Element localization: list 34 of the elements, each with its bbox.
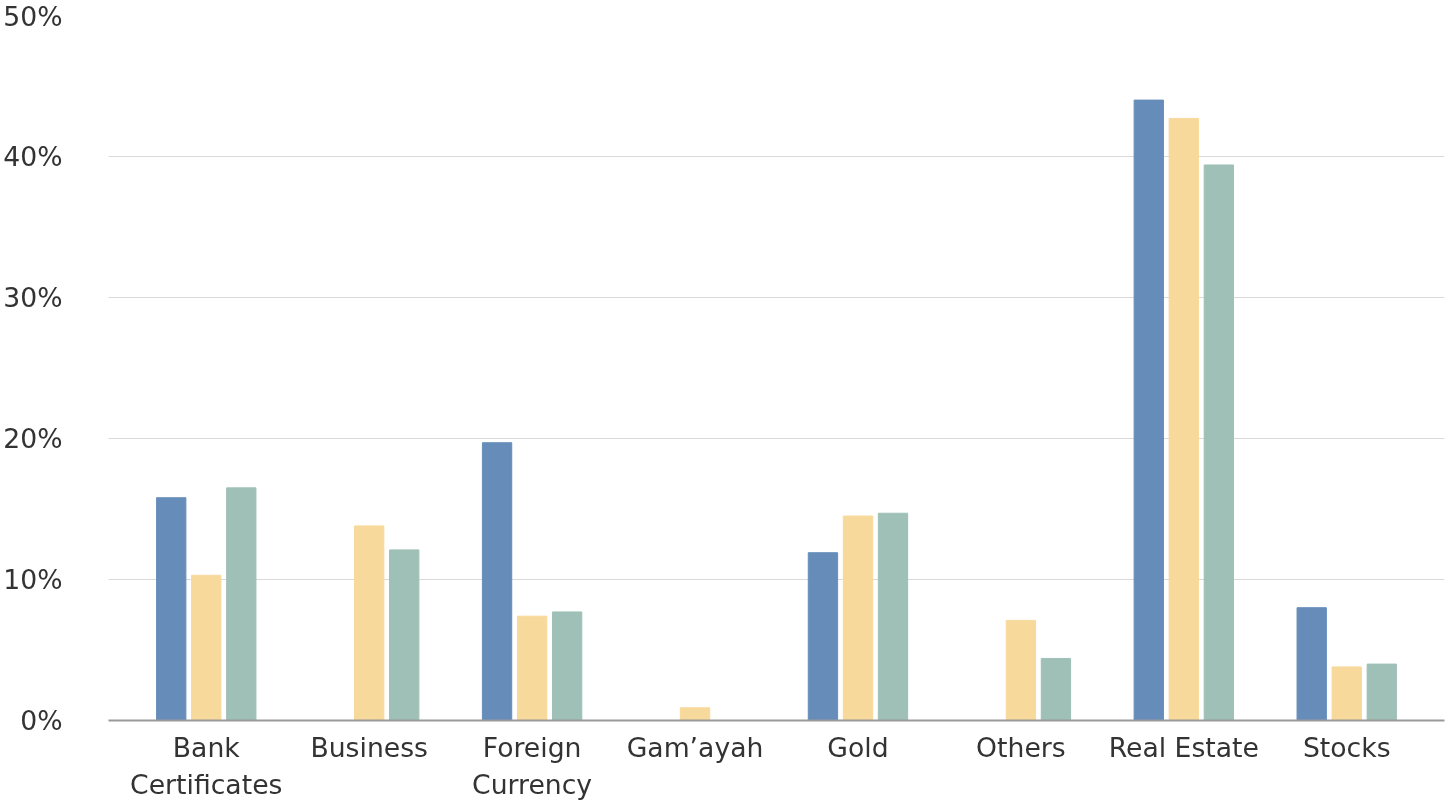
bar (551, 611, 583, 721)
x-tick-label: Foreign Currency (472, 731, 593, 800)
y-tick-label: 50% (3, 0, 63, 32)
x-tick-label: Stocks (1302, 731, 1391, 763)
bar (389, 549, 420, 721)
x-tick-label: Real Estate (1108, 731, 1259, 763)
x-tick-label: Business (310, 731, 428, 763)
x-tick-label: Others (976, 731, 1066, 763)
y-tick-label: 20% (3, 423, 63, 454)
bar (1331, 666, 1362, 721)
bar (807, 552, 839, 721)
x-tick-label: Bank Certificates (130, 731, 283, 800)
bar (842, 515, 874, 721)
bar (226, 487, 257, 721)
y-tick-label: 10% (3, 564, 63, 595)
bar (1296, 607, 1327, 721)
bar (1005, 619, 1037, 721)
bar (679, 707, 711, 721)
x-tick-label: Gam’ayah (626, 731, 764, 763)
x-tick-label: Gold (827, 731, 889, 763)
bar (156, 497, 187, 721)
bar (877, 512, 909, 721)
y-tick-label: 30% (3, 282, 63, 313)
bar (1203, 164, 1235, 721)
bar (1040, 657, 1072, 721)
bar (481, 442, 513, 721)
bar (1168, 117, 1199, 721)
y-tick-label: 0% (20, 705, 63, 736)
bar (516, 615, 548, 721)
bar (354, 525, 385, 721)
y-tick-label: 40% (3, 141, 63, 172)
bar (191, 574, 222, 721)
bar (1366, 663, 1397, 721)
bar (1133, 99, 1164, 721)
